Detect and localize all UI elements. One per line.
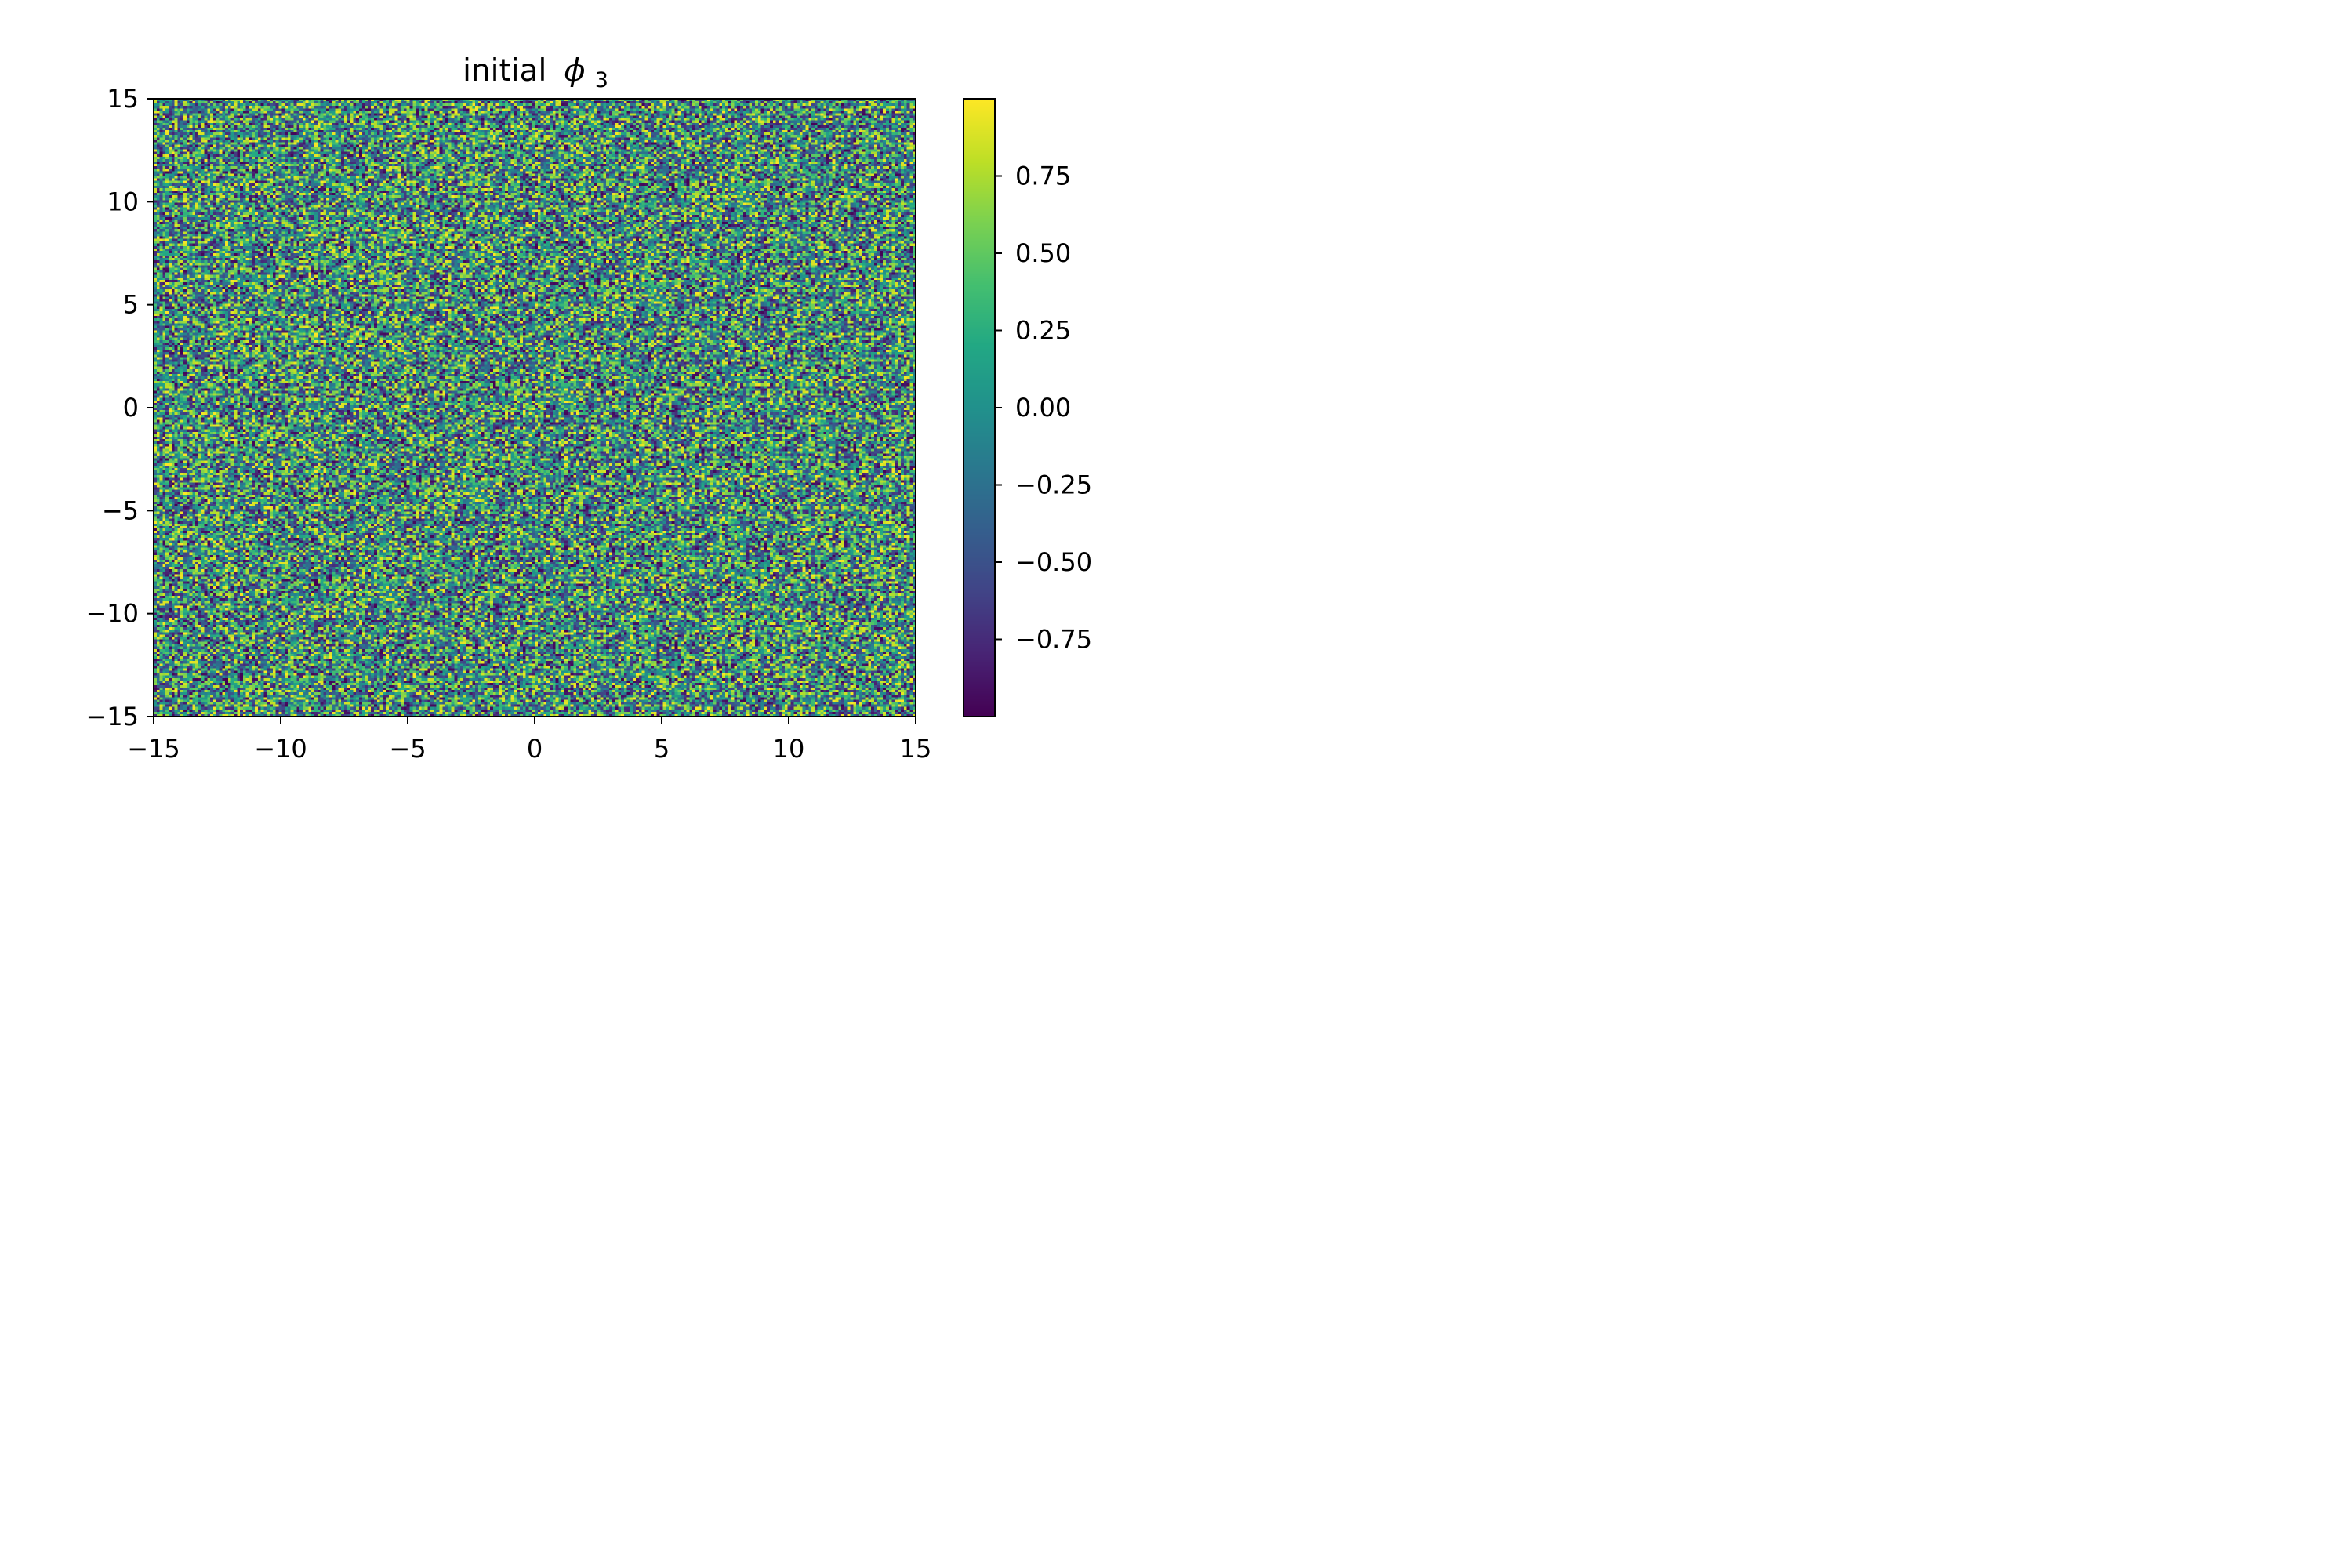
chart-title-text: initial [463,53,546,89]
colorbar-tick-label: −0.75 [1015,625,1092,655]
y-tick-label: −5 [102,495,139,525]
colorbar-tick-label: 0.00 [1015,393,1071,423]
colorbar-tick-label: 0.25 [1015,316,1071,346]
y-axis: −15 −10 −5 0 5 10 15 [85,84,154,731]
x-tick-label: 5 [654,734,670,764]
x-tick-label: 10 [773,734,805,764]
x-tick-label: 0 [527,734,543,764]
colorbar-tick-label: −0.50 [1015,547,1092,577]
x-tick-label: −10 [254,734,307,764]
colorbar-tick-label: 0.50 [1015,238,1071,268]
heatmap-image [154,99,916,717]
chart-title-subscript: 3 [595,68,608,93]
colorbar-axis: 0.75 0.50 0.25 0.00 −0.25 −0.50 −0.75 [995,162,1092,655]
x-axis: −15 −10 −5 0 5 10 15 [127,717,931,764]
x-tick-label: −15 [127,734,180,764]
figure: initial ϕ 3 −15 −10 −5 0 5 10 15 −15 −10 −5 0 5 10 1… [85,53,1092,764]
chart-title: initial ϕ 3 [463,53,608,93]
colorbar-gradient [964,99,995,717]
y-tick-label: −15 [85,702,139,731]
y-tick-label: −10 [85,599,139,629]
x-tick-label: −5 [389,734,426,764]
colorbar-tick-label: −0.25 [1015,470,1092,500]
colorbar-tick-label: 0.75 [1015,162,1071,191]
chart-title-symbol: ϕ [564,53,586,89]
y-tick-label: 10 [107,187,139,216]
x-tick-label: 15 [900,734,932,764]
y-tick-label: 0 [123,393,139,423]
y-tick-label: 15 [107,84,139,114]
y-tick-label: 5 [123,290,139,320]
